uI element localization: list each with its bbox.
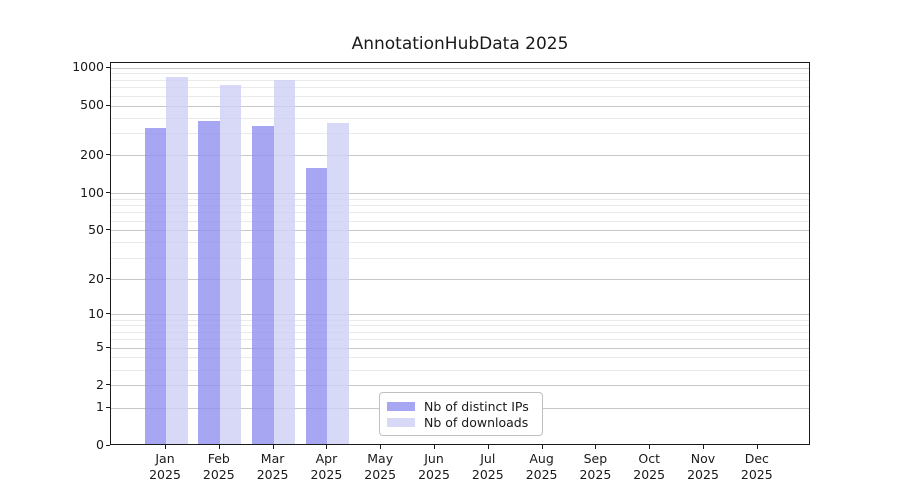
bar-distinct-ips-mar: [252, 125, 274, 444]
x-tick-label-aug-2025: Aug 2025: [525, 451, 558, 482]
y-tick-mark-20: [106, 278, 110, 280]
grid-line-minor-90: [111, 198, 809, 200]
grid-line-major-200: [111, 155, 809, 157]
x-tick-label-mar-2025: Mar 2025: [256, 451, 289, 482]
x-tick-mark-2: [272, 445, 274, 449]
x-tick-label-nov-2025: Nov 2025: [687, 451, 719, 482]
y-tick-label-20: 20: [88, 270, 104, 286]
bar-downloads-feb: [219, 84, 242, 444]
grid-line-major-100: [111, 193, 809, 195]
y-tick-label-1: 1: [96, 399, 104, 415]
y-tick-mark-10: [106, 313, 110, 315]
x-tick-label-jan-2025: Jan 2025: [149, 451, 181, 482]
grid-line-minor-9: [111, 319, 809, 321]
y-tick-mark-1000: [106, 66, 110, 68]
x-tick-label-jul-2025: Jul 2025: [471, 451, 504, 482]
y-tick-mark-0: [106, 444, 110, 446]
legend-swatch-distinct-ips: [387, 401, 415, 411]
grid-line-major-1000: [111, 67, 809, 69]
plot-area: Nb of distinct IPs Nb of downloads: [110, 62, 810, 445]
legend-label-downloads: Nb of downloads: [424, 414, 529, 430]
grid-line-minor-700: [111, 87, 809, 89]
y-tick-label-1000: 1000: [72, 59, 104, 75]
grid-line-major-5: [111, 347, 809, 349]
grid-line-minor-6: [111, 339, 809, 341]
bar-downloads-apr: [327, 122, 349, 444]
x-tick-mark-9: [649, 445, 651, 449]
y-tick-label-2: 2: [96, 376, 104, 392]
x-tick-label-may-2025: May 2025: [364, 451, 397, 482]
grid-line-major-50: [111, 230, 809, 232]
grid-line-minor-400: [111, 117, 809, 119]
bar-distinct-ips-feb: [198, 121, 220, 444]
y-tick-mark-2: [106, 384, 110, 386]
legend-label-distinct-ips: Nb of distinct IPs: [424, 398, 529, 414]
grid-line-minor-70: [111, 212, 809, 214]
grid-line-minor-600: [111, 95, 809, 97]
grid-line-minor-60: [111, 220, 809, 222]
x-tick-label-jun-2025: Jun 2025: [418, 451, 450, 482]
bar-downloads-jan: [166, 76, 188, 444]
grid-line-minor-900: [111, 73, 809, 75]
grid-line-minor-300: [111, 133, 809, 135]
grid-line-minor-80: [111, 205, 809, 207]
y-tick-label-50: 50: [88, 221, 104, 237]
grid-line-major-2: [111, 385, 809, 387]
x-tick-mark-3: [326, 445, 328, 449]
x-tick-label-sep-2025: Sep 2025: [579, 451, 612, 482]
y-tick-mark-500: [106, 104, 110, 106]
grid-line-minor-7: [111, 331, 809, 333]
bar-downloads-mar: [273, 80, 296, 444]
grid-line-minor-800: [111, 79, 809, 81]
grid-line-minor-30: [111, 257, 809, 259]
x-tick-mark-11: [756, 445, 758, 449]
bar-distinct-ips-apr: [305, 167, 328, 444]
y-tick-label-100: 100: [80, 184, 104, 200]
bar-distinct-ips-jan: [144, 127, 166, 444]
grid-line-minor-8: [111, 325, 809, 327]
x-tick-label-dec-2025: Dec 2025: [740, 451, 773, 482]
grid-line-minor-4: [111, 357, 809, 359]
bar-layer: [111, 63, 809, 444]
x-tick-mark-5: [434, 445, 435, 449]
grid-line-major-20: [111, 279, 809, 281]
y-tick-mark-1: [106, 406, 110, 408]
y-tick-mark-200: [106, 154, 110, 156]
x-tick-mark-4: [380, 445, 382, 449]
y-tick-mark-50: [106, 229, 110, 231]
legend-swatch-downloads: [387, 417, 415, 427]
y-tick-label-10: 10: [88, 305, 104, 321]
x-tick-mark-1: [218, 445, 220, 449]
x-tick-mark-0: [165, 445, 166, 449]
x-tick-mark-10: [703, 445, 704, 449]
legend: Nb of distinct IPs Nb of downloads: [379, 392, 543, 436]
grid-line-minor-40: [111, 242, 809, 244]
legend-item-downloads: Nb of downloads: [387, 414, 533, 430]
y-tick-label-0: 0: [96, 437, 104, 452]
grid-layer: [111, 63, 809, 444]
y-tick-label-500: 500: [80, 97, 104, 113]
x-tick-label-apr-2025: Apr 2025: [310, 451, 343, 482]
grid-line-major-500: [111, 105, 809, 107]
x-tick-mark-8: [595, 445, 597, 449]
y-tick-label-200: 200: [80, 146, 104, 162]
x-tick-mark-7: [541, 445, 543, 449]
grid-line-minor-3: [111, 369, 809, 371]
x-tick-mark-6: [487, 445, 489, 449]
y-tick-mark-100: [106, 192, 110, 194]
legend-item-distinct-ips: Nb of distinct IPs: [387, 398, 533, 414]
y-tick-mark-5: [106, 346, 110, 348]
y-tick-label-5: 5: [96, 339, 104, 355]
x-tick-label-feb-2025: Feb 2025: [202, 451, 235, 482]
chart-title: AnnotationHubData 2025: [351, 34, 569, 54]
x-tick-label-oct-2025: Oct 2025: [633, 451, 666, 482]
grid-line-major-10: [111, 314, 809, 316]
